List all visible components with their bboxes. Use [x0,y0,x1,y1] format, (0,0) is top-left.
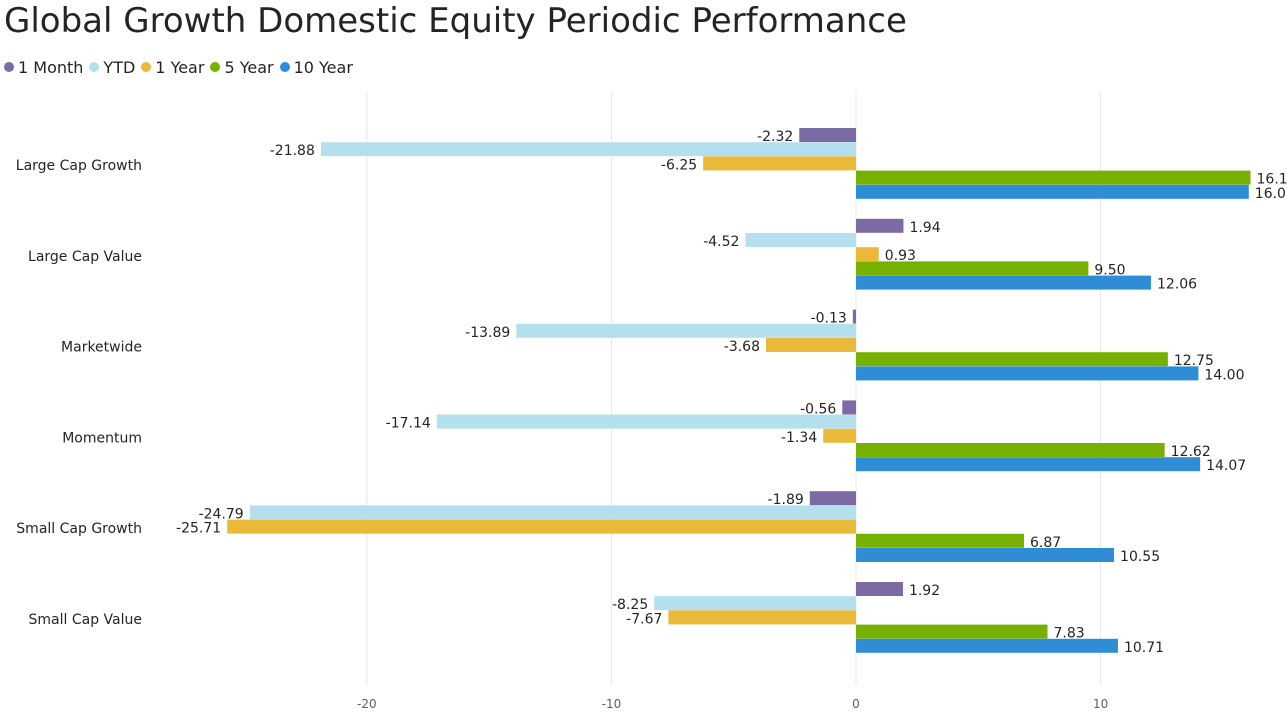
data-label: -25.71 [176,521,221,537]
bar[interactable] [856,218,904,233]
data-label: -6.25 [661,157,697,173]
legend-label: 5 Year [224,57,274,77]
x-tick-label: 10 [1093,697,1108,711]
data-label: -3.68 [724,339,760,355]
legend-label: 1 Month [18,57,84,77]
x-tick-label: -10 [602,697,622,711]
data-label: 1.92 [909,583,940,599]
bar[interactable] [436,414,857,429]
data-label: 14.00 [1204,367,1244,383]
bar[interactable] [703,156,857,171]
bar[interactable] [766,338,857,352]
data-label: -21.88 [270,143,315,159]
data-label: -24.79 [199,506,244,522]
legend-label: 1 Year [155,57,205,77]
data-label: -0.56 [800,401,836,417]
category-label: Large Cap Growth [16,158,142,174]
data-label: 10.55 [1120,549,1160,565]
bar[interactable] [809,491,857,506]
bar[interactable] [856,533,1025,548]
chart-legend: 1 Month YTD 1 Year 5 Year 10 Year [4,56,359,78]
data-label: 12.06 [1157,277,1197,293]
legend-marker [279,62,290,72]
data-label: 6.87 [1030,535,1061,551]
data-label: -4.52 [703,234,739,250]
bar[interactable] [823,428,857,443]
data-label: -7.67 [626,611,662,627]
bar[interactable] [856,582,903,596]
bar[interactable] [745,233,857,247]
category-label: Small Cap Value [29,612,142,628]
data-label: -13.89 [465,325,510,341]
category-label: Momentum [62,430,142,446]
bar[interactable] [856,638,1118,653]
bar[interactable] [856,548,1115,562]
data-label: 9.50 [1094,262,1125,278]
data-label: -1.89 [768,492,804,508]
data-label: 1.94 [909,220,940,236]
bar[interactable] [654,596,857,611]
chart-title: Global Growth Domestic Equity Periodic P… [4,1,907,41]
legend-item[interactable]: 1 Year [141,58,204,77]
legend-marker [4,62,14,72]
bar[interactable] [227,519,857,534]
data-label: 16.06 [1255,186,1287,202]
legend-label: 10 Year [293,57,353,77]
bar[interactable] [516,323,857,338]
bar[interactable] [856,170,1251,185]
bar[interactable] [856,261,1089,276]
bar[interactable] [249,505,857,520]
data-label: -17.14 [386,416,431,432]
legend-marker [89,62,100,72]
data-label: -2.32 [757,129,793,145]
data-label: 10.71 [1124,640,1164,656]
bar[interactable] [842,400,857,415]
bar[interactable] [856,624,1048,639]
data-label: 12.75 [1174,353,1214,369]
category-label: Small Cap Growth [16,521,142,537]
data-label: 7.83 [1054,626,1085,642]
legend-item[interactable]: YTD [89,58,135,77]
data-label: -1.34 [781,430,817,446]
bar[interactable] [852,309,857,324]
bar[interactable] [320,142,857,157]
bar[interactable] [856,184,1249,199]
data-label: 0.93 [885,248,916,264]
category-label: Large Cap Value [28,249,142,265]
data-label: 12.62 [1171,444,1211,460]
x-tick-label: -20 [357,697,377,711]
bar[interactable] [856,352,1168,367]
bar[interactable] [856,275,1151,290]
bar[interactable] [856,457,1201,472]
bar[interactable] [856,443,1165,457]
category-label: Marketwide [61,340,142,356]
data-label: -8.25 [612,597,648,613]
bar[interactable] [799,128,857,142]
legend-item[interactable]: 5 Year [210,57,274,77]
legend-item[interactable]: 1 Month [4,58,83,77]
bar[interactable] [856,366,1199,381]
legend-item[interactable]: 10 Year [279,57,353,77]
legend-label: YTD [103,57,136,77]
data-label: 16.13 [1257,172,1287,188]
legend-marker [210,62,221,72]
bar[interactable] [668,610,857,625]
data-label: 14.07 [1206,458,1246,474]
bar[interactable] [856,247,879,262]
legend-marker [141,62,152,72]
x-tick-label: 0 [852,697,860,711]
data-label: -0.13 [811,311,847,327]
